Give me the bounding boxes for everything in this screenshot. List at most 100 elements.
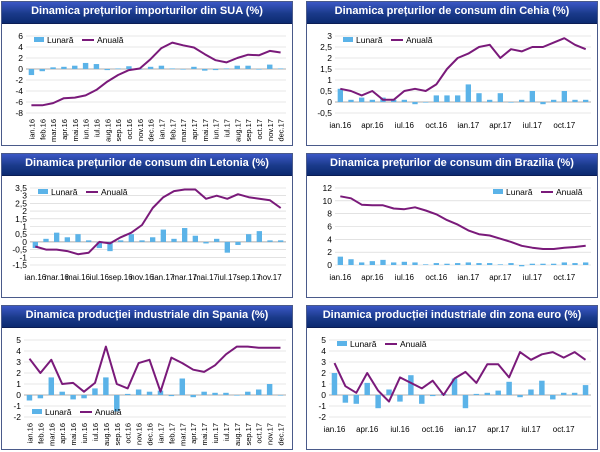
x-tick-label: apr.16 bbox=[356, 425, 379, 434]
x-tick-label: dec.17 bbox=[277, 119, 286, 142]
bar-monthly bbox=[191, 66, 197, 69]
bar-monthly bbox=[103, 377, 109, 395]
bar-monthly bbox=[583, 262, 589, 265]
bar-monthly bbox=[369, 261, 375, 265]
x-tick-label: apr.16 bbox=[361, 273, 384, 282]
bar-monthly bbox=[128, 234, 134, 242]
chart-title: Dinamica prețurilor de consum din Brazil… bbox=[330, 157, 574, 169]
x-tick-label: iun.17 bbox=[211, 423, 220, 443]
y-tick-label: -8 bbox=[15, 108, 23, 118]
bar-monthly bbox=[146, 391, 153, 395]
x-tick-label: mar.16 bbox=[44, 273, 69, 282]
bar-monthly bbox=[497, 93, 503, 102]
bar-monthly bbox=[380, 259, 386, 265]
x-tick-label: apr.16 bbox=[361, 121, 384, 130]
y-tick-label: 2,5 bbox=[15, 198, 27, 208]
y-tick-label: 6 bbox=[327, 222, 332, 232]
bar-monthly bbox=[59, 391, 65, 395]
bar-monthly bbox=[375, 395, 381, 409]
x-tick-label: oct.16 bbox=[425, 121, 447, 130]
x-tick-label: apr.16 bbox=[60, 119, 69, 140]
y-tick-label: 1,5 bbox=[320, 64, 332, 74]
bar-monthly bbox=[369, 99, 375, 102]
chart-legend: Lunară Anuală bbox=[38, 187, 128, 197]
y-tick-label: -4 bbox=[15, 86, 23, 96]
line-annual bbox=[333, 351, 587, 403]
y-tick-label: -2 bbox=[318, 412, 326, 422]
line-annual bbox=[340, 195, 586, 250]
line-annual bbox=[340, 37, 587, 101]
y-tick-label: 3 bbox=[16, 357, 21, 367]
x-tick-label: mar.16 bbox=[49, 119, 58, 142]
chart-header: Dinamica prețurilor de consum din Letoni… bbox=[2, 154, 292, 176]
x-tick-label: aug.16 bbox=[103, 119, 112, 142]
x-tick-label: aug.17 bbox=[233, 119, 242, 142]
x-tick-label: ian.16 bbox=[329, 273, 351, 282]
x-tick-label: mar.17 bbox=[179, 119, 188, 142]
y-tick-label: 1,5 bbox=[15, 214, 27, 224]
bar-monthly bbox=[359, 262, 365, 265]
y-tick-label: 4 bbox=[16, 346, 21, 356]
bar-monthly bbox=[235, 241, 241, 245]
y-tick-label: 2,5 bbox=[320, 42, 332, 52]
chart-title: Dinamica producției industriale din zona… bbox=[322, 309, 582, 321]
x-tick-label: sep.17 bbox=[244, 423, 253, 446]
bar-monthly bbox=[529, 91, 535, 102]
y-tick-label: 5 bbox=[321, 335, 326, 345]
x-tick-label: dec.16 bbox=[146, 423, 155, 446]
chart-title: Dinamica prețurilor de consum din Letoni… bbox=[25, 157, 269, 169]
y-tick-label: 2 bbox=[321, 368, 326, 378]
chart-panel: Dinamica prețurilor de consum din Brazil… bbox=[306, 153, 598, 298]
bar-monthly bbox=[277, 395, 284, 396]
bar-monthly bbox=[64, 237, 70, 242]
bar-monthly bbox=[48, 377, 55, 395]
bar-monthly bbox=[93, 64, 100, 69]
bar-monthly bbox=[147, 66, 154, 69]
y-tick-label: -1 bbox=[318, 401, 326, 411]
bar-monthly bbox=[171, 238, 177, 242]
y-tick-label: -6 bbox=[15, 97, 23, 107]
bar-monthly bbox=[337, 88, 343, 102]
bar-monthly bbox=[429, 395, 436, 397]
bar-monthly bbox=[551, 263, 557, 265]
bar-monthly bbox=[70, 395, 76, 400]
bar-monthly bbox=[455, 95, 461, 102]
x-tick-label: oct.16 bbox=[425, 273, 447, 282]
bar-monthly bbox=[37, 395, 44, 399]
x-tick-label: feb.16 bbox=[38, 119, 47, 140]
x-tick-label: sep.16 bbox=[113, 423, 122, 446]
bar-monthly bbox=[582, 385, 589, 395]
chart-panel: Dinamica prețurilor de consum din Cehia … bbox=[306, 1, 598, 146]
legend-swatch-monthly bbox=[34, 37, 44, 42]
bar-monthly bbox=[96, 241, 102, 249]
bar-monthly bbox=[353, 395, 360, 404]
x-tick-label: nov.16 bbox=[136, 119, 145, 141]
x-tick-label: nov.17 bbox=[266, 119, 275, 141]
bar-monthly bbox=[277, 68, 284, 70]
y-tick-label: 0 bbox=[327, 260, 332, 270]
bar-monthly bbox=[391, 99, 397, 102]
x-tick-label: ian.17 bbox=[152, 273, 174, 282]
y-tick-label: 0 bbox=[321, 390, 326, 400]
chart-legend: Lunară Anuală bbox=[337, 339, 427, 349]
x-tick-label: oct.16 bbox=[422, 425, 444, 434]
legend-label-monthly: Lunară bbox=[350, 339, 377, 349]
x-tick-label: iul.16 bbox=[90, 273, 110, 282]
x-tick-label: ian.17 bbox=[156, 423, 165, 443]
legend-label-monthly: Lunară bbox=[45, 407, 72, 417]
bar-monthly bbox=[391, 262, 397, 265]
bar-monthly bbox=[135, 389, 142, 395]
legend-label-monthly: Lunară bbox=[356, 35, 383, 45]
bar-monthly bbox=[267, 240, 273, 242]
bar-monthly bbox=[487, 263, 493, 265]
x-tick-label: mai.17 bbox=[194, 273, 219, 282]
bar-monthly bbox=[348, 259, 354, 265]
bar-monthly bbox=[278, 240, 284, 242]
x-tick-label: ian.16 bbox=[24, 273, 46, 282]
x-tick-label: ian.17 bbox=[457, 121, 479, 130]
bar-monthly bbox=[444, 95, 450, 102]
legend-label-annual: Anuală bbox=[406, 35, 433, 45]
chart-title: Dinamica producției industriale din Span… bbox=[25, 309, 269, 321]
x-tick-label: iun.17 bbox=[212, 119, 221, 139]
y-tick-label: 3,5 bbox=[15, 183, 27, 193]
